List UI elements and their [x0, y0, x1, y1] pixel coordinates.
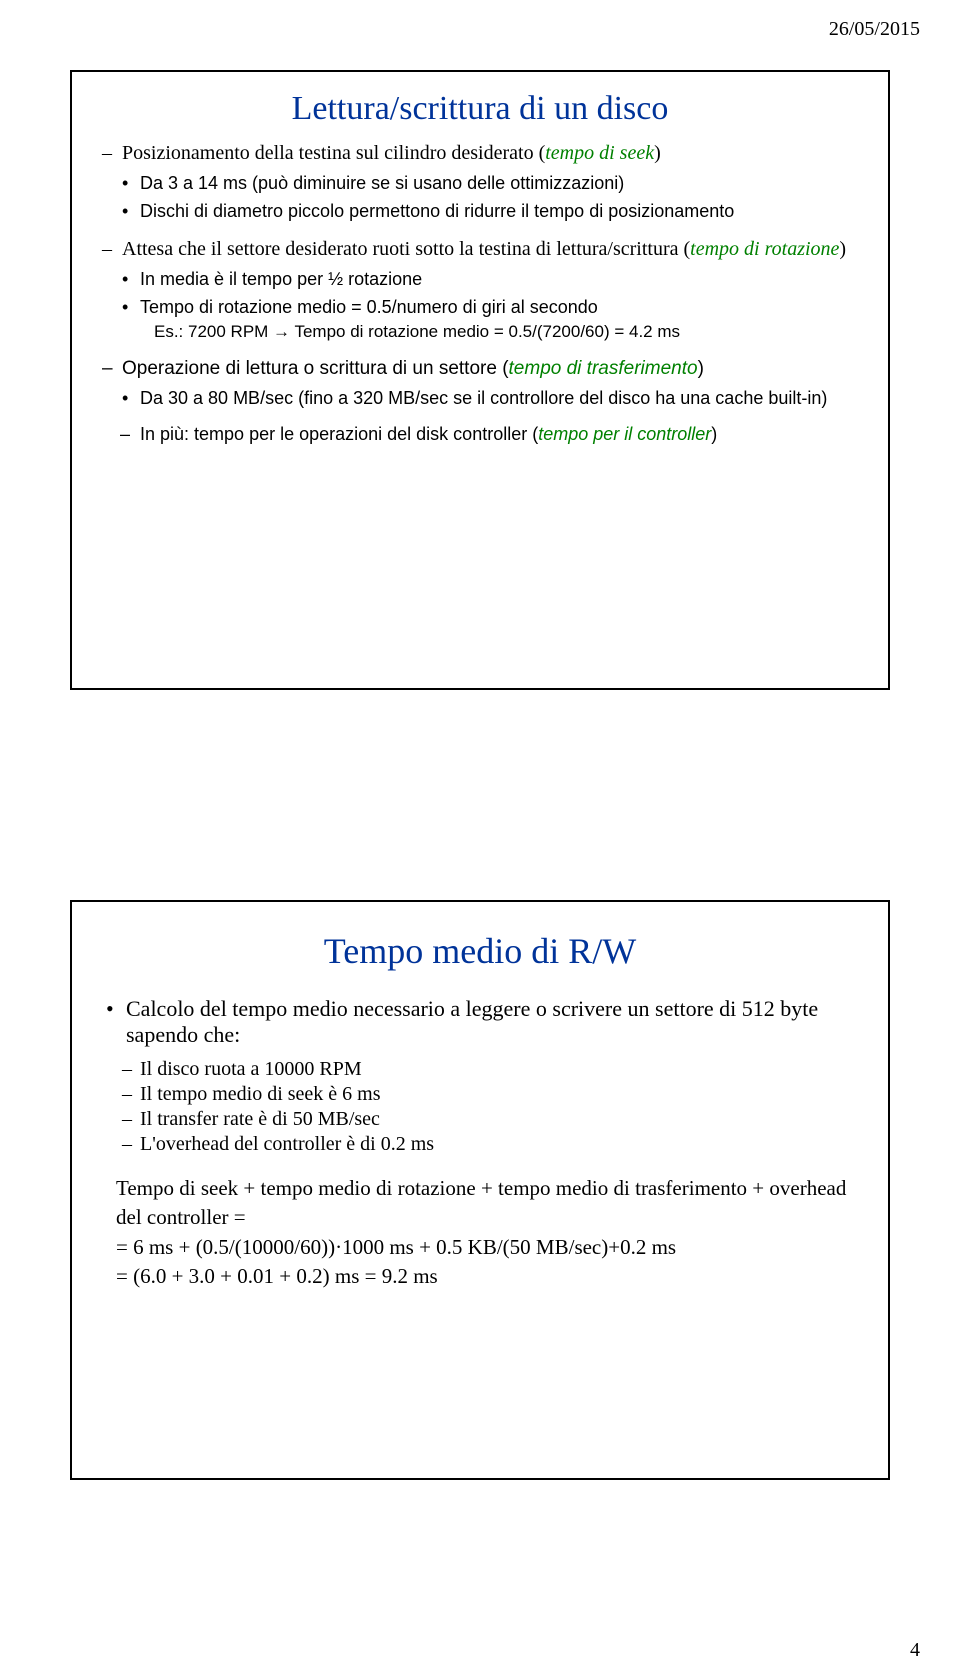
page-date: 26/05/2015	[829, 18, 920, 41]
list-item: In più: tempo per le operazioni del disk…	[120, 422, 858, 446]
calculation-line-3: = (6.0 + 3.0 + 0.01 + 0.2) ms = 9.2 ms	[102, 1262, 858, 1291]
list-item: Da 30 a 80 MB/sec (fino a 320 MB/sec se …	[122, 386, 858, 410]
emphasis: tempo di rotazione	[690, 238, 839, 260]
intro-text: Calcolo del tempo medio necessario a leg…	[102, 996, 858, 1048]
list-item: Da 3 a 14 ms (può diminuire se si usano …	[122, 171, 858, 195]
text: )	[654, 142, 661, 164]
page-number: 4	[910, 1639, 920, 1662]
list-item: Il tempo medio di seek è 6 ms	[122, 1083, 858, 1106]
calculation-line-1: Tempo di seek + tempo medio di rotazione…	[102, 1174, 858, 1233]
text: Operazione di lettura o scrittura di un …	[122, 358, 509, 379]
list-item: Dischi di diametro piccolo permettono di…	[122, 199, 858, 223]
emphasis: tempo per il controller	[538, 424, 711, 444]
calculation-line-2: = 6 ms + (0.5/(10000/60))·1000 ms + 0.5 …	[102, 1233, 858, 1262]
list-item: L'overhead del controller è di 0.2 ms	[122, 1133, 858, 1156]
slide-2-title: Tempo medio di R/W	[102, 930, 858, 972]
list-item: Operazione di lettura o scrittura di un …	[102, 356, 858, 410]
emphasis: tempo di trasferimento	[509, 358, 698, 379]
list-item: Attesa che il settore desiderato ruoti s…	[102, 236, 858, 345]
parameters-list: Il disco ruota a 10000 RPM Il tempo medi…	[102, 1058, 858, 1156]
text: In più: tempo per le operazioni del disk…	[140, 424, 538, 444]
list-item: Il disco ruota a 10000 RPM	[122, 1058, 858, 1081]
text: )	[698, 358, 704, 379]
slide-1-list: Posizionamento della testina sul cilindr…	[102, 140, 858, 446]
slide-2: Tempo medio di R/W Calcolo del tempo med…	[70, 900, 890, 1480]
list-item: Es.: 7200 RPM → Tempo di rotazione medio…	[154, 321, 858, 344]
text: Tempo di rotazione medio = 0.5/numero di…	[140, 297, 598, 317]
emphasis: tempo di seek	[545, 142, 654, 164]
text: Attesa che il settore desiderato ruoti s…	[122, 238, 690, 260]
list-item: Tempo di rotazione medio = 0.5/numero di…	[122, 295, 858, 344]
slide-1: Lettura/scrittura di un disco Posizionam…	[70, 70, 890, 690]
list-item: In media è il tempo per ½ rotazione	[122, 267, 858, 291]
list-item: Il transfer rate è di 50 MB/sec	[122, 1108, 858, 1131]
text: )	[711, 424, 717, 444]
text: )	[839, 238, 846, 260]
text: Posizionamento della testina sul cilindr…	[122, 142, 545, 164]
slide-1-title: Lettura/scrittura di un disco	[102, 90, 858, 128]
list-item: Posizionamento della testina sul cilindr…	[102, 140, 858, 224]
